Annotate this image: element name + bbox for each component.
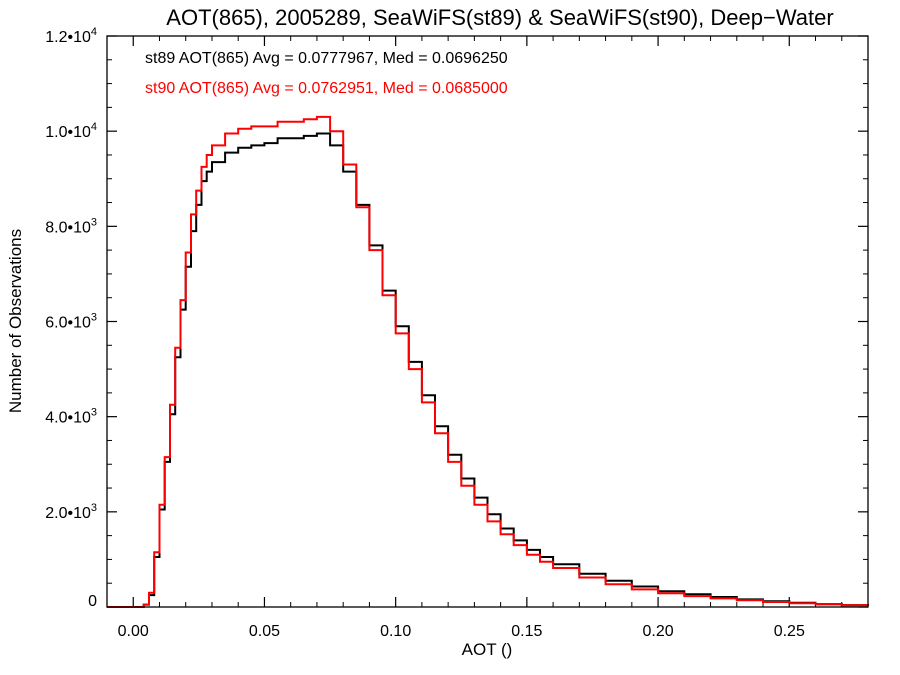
chart-title: AOT(865), 2005289, SeaWiFS(st89) & SeaWi… (166, 5, 833, 30)
y-tick-label: 6.0•103 (45, 312, 97, 332)
y-tick-label: 1.0•104 (45, 121, 97, 141)
y-tick-label: 1.2•104 (45, 26, 97, 46)
y-tick-label: 0 (88, 593, 97, 610)
legend-st90: st90 AOT(865) Avg = 0.0762951, Med = 0.0… (145, 80, 508, 97)
x-tick-label: 0.25 (774, 623, 805, 640)
series-line (107, 115, 869, 608)
legend-st89: st89 AOT(865) Avg = 0.0777967, Med = 0.0… (145, 50, 508, 67)
y-tick-exponent: 3 (91, 216, 97, 228)
y-tick-label: 8.0•103 (45, 216, 97, 236)
x-tick-label: 0.00 (118, 623, 149, 640)
y-tick-label: 4.0•103 (45, 407, 97, 427)
y-tick-exponent: 3 (91, 502, 97, 514)
y-tick-mantissa: 1.0•10 (45, 124, 91, 141)
x-tick-label: 0.15 (511, 623, 542, 640)
y-tick-mantissa: 1.2•10 (45, 29, 91, 46)
y-tick-mantissa: 6.0•10 (45, 315, 91, 332)
x-tick-label: 0.10 (380, 623, 411, 640)
y-tick-exponent: 3 (91, 407, 97, 419)
y-tick-exponent: 4 (91, 121, 97, 133)
y-axis-label: Number of Observations (6, 229, 25, 413)
y-tick-mantissa: 8.0•10 (45, 219, 91, 236)
plot-frame (106, 35, 869, 608)
y-tick-mantissa: 4.0•10 (45, 410, 91, 427)
series-layer (107, 115, 869, 608)
y-tick-exponent: 4 (91, 26, 97, 38)
y-tick-label: 2.0•103 (45, 502, 97, 522)
y-tick-mantissa: 0 (88, 593, 97, 610)
x-tick-label: 0.05 (249, 623, 280, 640)
x-axis-label: AOT () (462, 640, 513, 659)
series-1 (107, 115, 869, 608)
axes-layer: 0.00 0.05 0.10 0.15 0.20 0.2502.0•1034.0•1036… (45, 26, 869, 640)
series-line (107, 132, 869, 608)
y-tick-mantissa: 2.0•10 (45, 505, 91, 522)
y-tick-exponent: 3 (91, 312, 97, 324)
x-tick-label: 0.20 (642, 623, 673, 640)
series-0 (107, 132, 869, 608)
